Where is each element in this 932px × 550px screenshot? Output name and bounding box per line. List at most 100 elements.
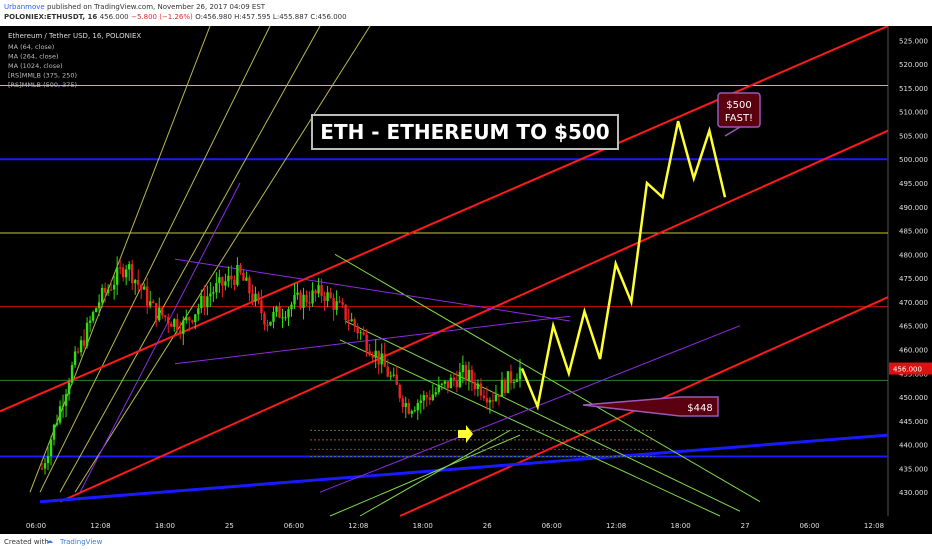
candle-body: [395, 374, 398, 385]
x-tick-label: 12:08: [90, 522, 110, 530]
channel-line-top: [0, 25, 889, 413]
fan-line: [59, 25, 321, 493]
candle-body: [332, 297, 335, 310]
support-callout-box: [582, 396, 719, 417]
candle-body: [470, 369, 474, 382]
candle-body: [239, 265, 242, 273]
candle-body: [449, 377, 453, 389]
candle-body: [158, 307, 161, 321]
candle-body: [320, 285, 323, 297]
candle-body: [305, 294, 308, 303]
y-tick-label: 480.000: [899, 251, 928, 259]
candle-body: [61, 405, 65, 407]
candle-body: [52, 424, 56, 440]
candle-body: [407, 402, 410, 414]
candle-body: [512, 381, 516, 383]
candle-body: [88, 320, 92, 323]
candle-body: [293, 294, 296, 305]
candle-body: [149, 301, 152, 306]
candle-body: [440, 383, 444, 385]
chart-canvas: 430.000435.000440.000445.000450.000455.0…: [0, 25, 932, 534]
candle-body: [434, 392, 438, 395]
x-tick-label: 18:00: [413, 522, 433, 530]
candle-body: [143, 286, 146, 290]
candle-body: [368, 351, 371, 356]
candle-body: [431, 394, 435, 400]
candle-body: [179, 330, 182, 334]
candle-body: [64, 394, 68, 406]
candle-body: [287, 309, 290, 318]
chart-area[interactable]: 430.000435.000440.000445.000450.000455.0…: [0, 25, 932, 534]
y-tick-label: 510.000: [899, 109, 928, 117]
purple-line: [174, 315, 571, 365]
candle-body: [170, 323, 173, 327]
target-callout-line1: $500: [726, 100, 751, 111]
y-tick-label: 450.000: [899, 394, 928, 402]
tradingview-brand[interactable]: TradingView: [60, 538, 103, 546]
y-tick-label: 500.000: [899, 156, 928, 164]
x-tick-label: 18:00: [671, 522, 691, 530]
candle-body: [164, 315, 167, 318]
candle-body: [416, 403, 419, 411]
candle-body: [473, 381, 477, 389]
green-channel-line: [344, 320, 741, 512]
publish-info: Urbanmove published on TradingView.com, …: [4, 3, 265, 11]
candle-body: [40, 468, 44, 470]
candle-body: [335, 301, 338, 310]
candle-body: [317, 285, 320, 294]
candle-body: [124, 269, 128, 278]
candle-body: [299, 292, 302, 308]
candle-body: [152, 301, 155, 304]
candle-body: [85, 322, 89, 346]
legend-item: MA (1024, close): [8, 62, 63, 70]
candle-body: [344, 304, 347, 321]
x-axis-band: [0, 516, 932, 534]
candle-body: [455, 380, 459, 388]
candle-body: [133, 279, 137, 284]
candle-body: [362, 332, 365, 335]
x-tick-label: 06:00: [542, 522, 562, 530]
footer-bar: Created with ☁ TradingView: [0, 534, 932, 550]
y-tick-label: 430.000: [899, 489, 928, 497]
y-tick-label: 490.000: [899, 204, 928, 212]
candle-body: [422, 395, 425, 401]
publish-text: published on TradingView.com, November 2…: [46, 3, 266, 11]
candle-body: [260, 300, 263, 314]
candle-body: [302, 294, 305, 308]
tradingview-logo-icon[interactable]: ☁: [46, 537, 53, 545]
created-with-text: Created with: [4, 538, 49, 546]
x-tick-label: 12:08: [606, 522, 626, 530]
candle-body: [446, 381, 450, 389]
x-tick-label: 26: [483, 522, 492, 530]
candle-body: [224, 281, 227, 286]
author-link[interactable]: Urbanmove: [4, 3, 45, 11]
title-box: [311, 114, 619, 150]
candle-body: [221, 277, 224, 286]
candle-body: [518, 367, 522, 380]
candle-body: [269, 321, 272, 326]
candle-body: [404, 402, 407, 407]
purple-line: [319, 325, 741, 493]
candle-body: [248, 277, 251, 294]
candle-body: [488, 400, 492, 403]
candle-body: [371, 355, 374, 358]
y-tick-label: 520.000: [899, 61, 928, 69]
candle-body: [257, 293, 260, 301]
candle-body: [467, 369, 471, 381]
symbol-info: POLONIEX:ETHUSDT, 16 456.000 −5.800 (−1.…: [4, 13, 347, 21]
x-tick-label: 18:00: [155, 522, 175, 530]
candle-body: [353, 319, 356, 327]
candle-body: [386, 366, 389, 377]
candle-body: [308, 302, 311, 304]
fan-line: [74, 25, 371, 493]
legend-item: MA (64, close): [8, 43, 54, 51]
candle-body: [55, 422, 59, 425]
candle-body: [167, 317, 170, 324]
candle-body: [311, 290, 314, 304]
candle-body: [67, 382, 71, 395]
candle-body: [227, 275, 230, 282]
candle-body: [500, 379, 504, 397]
candle-body: [485, 398, 489, 403]
candle-body: [314, 290, 317, 294]
candle-body: [176, 319, 179, 331]
